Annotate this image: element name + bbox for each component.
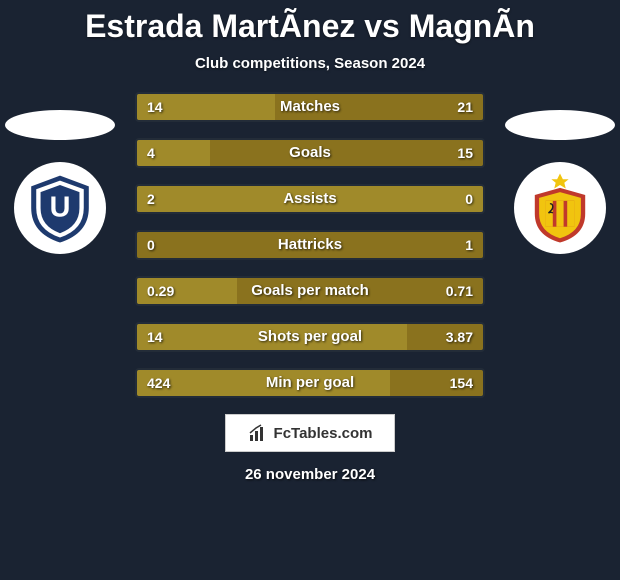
stat-value-right: 21 [457,94,473,120]
footer-brand-text: FcTables.com [274,425,373,442]
stat-row: 0.29Goals per match0.71 [135,276,485,306]
cuenca-badge-icon [524,172,596,244]
stat-row: 0Hattricks1 [135,230,485,260]
stat-value-right: 1 [465,232,473,258]
left-player-ellipse [5,110,115,140]
stat-value-right: 3.87 [446,324,473,350]
right-player-ellipse [505,110,615,140]
stat-label: Goals per match [137,278,483,304]
stat-row: 4Goals15 [135,138,485,168]
stat-label: Matches [137,94,483,120]
svg-text:U: U [50,192,71,224]
stat-row: 14Matches21 [135,92,485,122]
stat-value-right: 0 [465,186,473,212]
footer-date: 26 november 2024 [0,466,620,483]
stat-label: Assists [137,186,483,212]
stat-value-right: 154 [450,370,473,396]
page-title: Estrada MartÃnez vs MagnÃn [0,0,620,45]
stat-label: Hattricks [137,232,483,258]
stat-row: 14Shots per goal3.87 [135,322,485,352]
ldu-badge-icon: U [24,172,96,244]
stat-label: Goals [137,140,483,166]
stat-row: 424Min per goal154 [135,368,485,398]
left-club-badge: U [14,162,106,254]
stat-label: Shots per goal [137,324,483,350]
footer-brand-box[interactable]: FcTables.com [225,414,395,452]
stat-bars: 14Matches214Goals152Assists00Hattricks10… [135,92,485,398]
stat-label: Min per goal [137,370,483,396]
stat-value-right: 15 [457,140,473,166]
right-club-badge [514,162,606,254]
page-subtitle: Club competitions, Season 2024 [0,55,620,72]
stat-row: 2Assists0 [135,184,485,214]
chart-icon [248,423,268,443]
comparison-content: U 14Matches214Goals152Assists00Hattricks… [0,92,620,398]
stat-value-right: 0.71 [446,278,473,304]
